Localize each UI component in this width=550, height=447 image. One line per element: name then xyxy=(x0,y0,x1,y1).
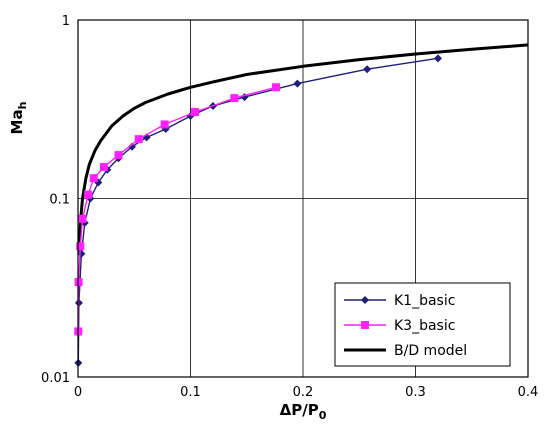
x-tick-label: 0.3 xyxy=(405,385,426,400)
data-point xyxy=(128,142,136,151)
series-layer xyxy=(74,43,529,367)
y-tick-label: 0.1 xyxy=(49,193,70,208)
legend-entry: B/D model xyxy=(344,343,467,359)
data-point xyxy=(114,151,123,160)
x-tick-label: 0.1 xyxy=(180,385,201,400)
legend: K1_basic K3_basic B/D model xyxy=(334,282,511,367)
series-line xyxy=(77,43,529,253)
x-tick-label: 0.4 xyxy=(518,385,539,400)
data-point xyxy=(160,120,169,129)
data-point xyxy=(434,54,442,63)
data-point xyxy=(78,214,87,223)
y-tick-label: 1 xyxy=(62,14,70,29)
legend-label: K3_basic xyxy=(394,318,455,334)
legend-label: B/D model xyxy=(394,343,467,359)
data-point xyxy=(293,79,302,88)
data-point xyxy=(191,108,199,117)
legend-entry: K3_basic xyxy=(344,318,455,334)
data-point xyxy=(272,83,280,92)
data-point xyxy=(363,65,372,74)
series-b-d-model xyxy=(77,43,529,253)
plot-frame xyxy=(77,19,529,378)
legend-marker xyxy=(361,296,369,304)
data-point xyxy=(89,174,98,183)
y-tick-label: 0.01 xyxy=(41,371,70,386)
legend-entry: K1_basic xyxy=(344,293,455,309)
data-point xyxy=(76,242,85,251)
data-point xyxy=(230,94,239,103)
y-axis-title: Mah xyxy=(8,102,29,135)
data-point xyxy=(84,190,93,199)
series-line xyxy=(77,57,439,363)
x-tick-label: 0.2 xyxy=(293,385,314,400)
x-axis-title: ΔP/P0 xyxy=(280,401,327,422)
data-point xyxy=(99,163,108,172)
data-point xyxy=(134,135,143,144)
data-point xyxy=(161,125,170,134)
tick-labels: 0 0.1 0.2 0.3 0.4 0.01 0.1 1 xyxy=(41,14,538,400)
legend-marker xyxy=(361,321,369,329)
x-tick-label: 0 xyxy=(74,385,82,400)
legend-label: K1_basic xyxy=(394,293,455,309)
